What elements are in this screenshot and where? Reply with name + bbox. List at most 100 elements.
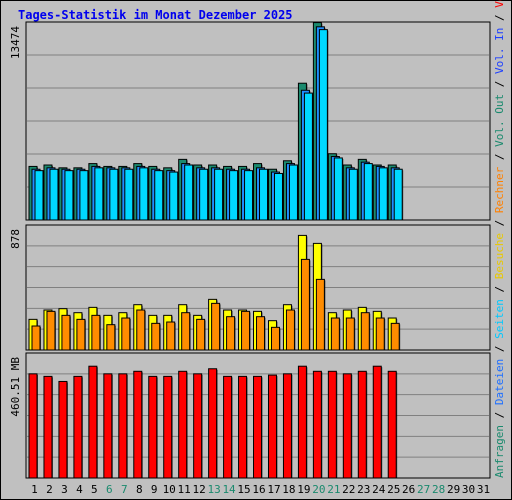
bar-seiten-day-2 — [49, 168, 59, 221]
x-tick-label-30: 30 — [462, 483, 475, 496]
x-tick-label-20: 20 — [312, 483, 325, 496]
bar-volumen-day-15 — [238, 375, 248, 479]
bar-seiten-day-5 — [94, 167, 104, 221]
x-tick-label-19: 19 — [297, 483, 310, 496]
bar-seiten-day-4 — [79, 170, 89, 221]
bar-seiten-day-22 — [348, 168, 358, 221]
legend-item-4: Seiten — [493, 299, 506, 345]
right-legend: Anfragen / Dateien / Seiten / Besuche / … — [493, 0, 506, 478]
x-tick-label-5: 5 — [91, 483, 98, 496]
bar-seiten-day-16 — [259, 168, 269, 221]
x-tick-label-29: 29 — [447, 483, 460, 496]
bar-volumen-day-23 — [357, 370, 367, 479]
legend-item-6: Besuche — [493, 233, 506, 286]
bar-rechner-day-21 — [330, 317, 340, 351]
bar-volumen-day-6 — [103, 373, 113, 479]
x-tick-label-15: 15 — [237, 483, 250, 496]
bar-volumen-day-1 — [28, 373, 38, 479]
legend-item-5: / — [493, 286, 506, 299]
bar-volumen-day-13 — [208, 368, 218, 479]
bar-volumen-day-19 — [297, 365, 307, 479]
bar-rechner-day-24 — [375, 317, 385, 351]
x-tick-label-31: 31 — [477, 483, 490, 496]
bar-seiten-day-25 — [393, 168, 403, 221]
x-tick-label-21: 21 — [327, 483, 340, 496]
x-tick-label-9: 9 — [151, 483, 158, 496]
x-tick-label-3: 3 — [61, 483, 68, 496]
legend-item-14: Volumen — [493, 0, 506, 14]
bar-volumen-day-4 — [73, 375, 83, 479]
bar-seiten-day-24 — [378, 167, 388, 221]
bar-volumen-day-24 — [372, 365, 382, 479]
bar-volumen-day-2 — [43, 375, 53, 479]
bar-seiten-day-13 — [214, 168, 224, 221]
legend-item-3: / — [493, 346, 506, 359]
x-tick-label-27: 27 — [417, 483, 430, 496]
bar-seiten-day-9 — [154, 170, 164, 221]
x-tick-label-7: 7 — [121, 483, 128, 496]
legend-item-7: / — [493, 220, 506, 233]
bar-volumen-day-22 — [342, 373, 352, 479]
bar-rechner-day-14 — [226, 316, 236, 351]
ytick-label-top: 13474 — [9, 26, 22, 59]
bar-rechner-day-15 — [241, 310, 251, 351]
x-tick-label-28: 28 — [432, 483, 445, 496]
bar-seiten-day-10 — [169, 171, 179, 221]
legend-item-12: Vol. In — [493, 28, 506, 81]
bar-rechner-day-16 — [256, 316, 266, 351]
x-tick-label-8: 8 — [136, 483, 143, 496]
bar-rechner-day-7 — [121, 317, 131, 351]
bar-seiten-day-20 — [318, 29, 328, 221]
bar-rechner-day-25 — [390, 322, 400, 351]
bar-seiten-day-23 — [363, 163, 373, 221]
bar-rechner-day-4 — [76, 318, 86, 351]
x-tick-label-23: 23 — [357, 483, 370, 496]
x-tick-label-1: 1 — [31, 483, 38, 496]
bar-volumen-day-12 — [193, 373, 203, 479]
bar-rechner-day-13 — [211, 302, 221, 351]
bar-rechner-day-8 — [136, 309, 146, 351]
legend-item-11: / — [493, 81, 506, 94]
bar-seiten-day-15 — [244, 170, 254, 221]
legend-item-1: / — [493, 412, 506, 425]
bar-rechner-day-22 — [345, 317, 355, 351]
bar-volumen-day-16 — [253, 375, 263, 479]
bar-rechner-day-12 — [196, 318, 206, 351]
bar-rechner-day-23 — [360, 312, 370, 351]
x-tick-label-11: 11 — [178, 483, 191, 496]
bar-rechner-day-17 — [270, 326, 280, 351]
bar-rechner-day-11 — [181, 312, 191, 351]
bar-rechner-day-6 — [106, 324, 116, 351]
bar-volumen-day-21 — [327, 370, 337, 479]
bar-volumen-day-9 — [148, 375, 158, 479]
bar-volumen-day-25 — [387, 370, 397, 479]
x-tick-label-18: 18 — [282, 483, 295, 496]
x-tick-label-12: 12 — [193, 483, 206, 496]
ytick-label-middle: 878 — [9, 229, 22, 249]
bar-seiten-day-8 — [139, 167, 149, 221]
legend-item-9: / — [493, 153, 506, 166]
bar-seiten-day-14 — [229, 170, 239, 221]
bar-volumen-day-14 — [223, 375, 233, 479]
bar-seiten-day-7 — [124, 168, 134, 221]
x-tick-label-14: 14 — [222, 483, 236, 496]
bar-rechner-day-3 — [61, 314, 71, 351]
legend-item-13: / — [493, 14, 506, 27]
bar-rechner-day-20 — [315, 278, 325, 351]
x-tick-label-26: 26 — [402, 483, 415, 496]
bar-rechner-day-2 — [46, 310, 56, 351]
bar-rechner-day-19 — [300, 258, 310, 351]
ytick-label-bottom: 460.51 MB — [9, 357, 22, 417]
x-tick-label-6: 6 — [106, 483, 113, 496]
bar-volumen-day-7 — [118, 373, 128, 479]
x-tick-label-2: 2 — [46, 483, 53, 496]
bar-seiten-day-6 — [109, 168, 119, 221]
bar-seiten-day-19 — [303, 92, 313, 221]
legend-item-2: Dateien — [493, 359, 506, 412]
bar-seiten-day-3 — [64, 170, 74, 221]
x-tick-label-17: 17 — [267, 483, 280, 496]
chart-title: Tages-Statistik im Monat Dezember 2025 — [18, 8, 293, 22]
bar-rechner-day-18 — [285, 309, 295, 351]
bar-volumen-day-20 — [312, 370, 322, 479]
